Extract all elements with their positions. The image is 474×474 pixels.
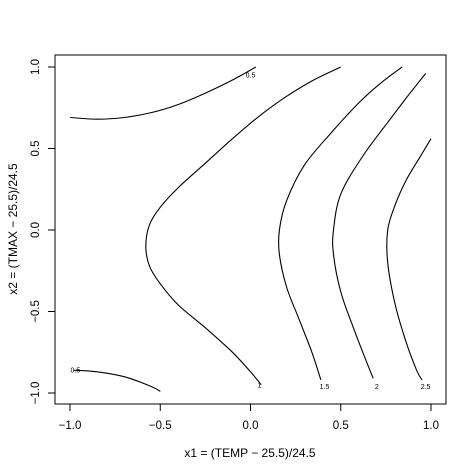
contour-label: 0.5	[71, 368, 81, 375]
contour-line-1	[145, 66, 342, 386]
x-tick-label: −1.0	[59, 420, 82, 432]
contour-label: 1.5	[320, 384, 330, 391]
y-axis-title: x2 = (TMAX − 25.5)/24.5	[6, 163, 20, 295]
x-tick-label: 0.5	[333, 420, 349, 432]
contour-labels: 0.5 0.5 1 1.5 2 2.5	[71, 73, 431, 391]
contour-label: 1	[258, 382, 262, 389]
y-tick-label: −0.5	[30, 300, 42, 323]
x-axis-title: x1 = (TEMP − 25.5)/24.5	[184, 446, 316, 460]
y-tick-label: −1.0	[30, 382, 42, 405]
y-axis: −1.0 −0.5 0.0 0.5 1.0	[30, 59, 56, 405]
contour-line-1-5	[277, 66, 403, 381]
y-tick-label: 1.0	[30, 59, 42, 75]
x-tick-label: −0.5	[149, 420, 172, 432]
contour-line-2-5	[386, 138, 432, 381]
x-axis: −1.0 −0.5 0.0 0.5 1.0	[59, 403, 439, 432]
contour-label: 0.5	[246, 73, 256, 80]
y-tick-label: 0.5	[30, 141, 42, 157]
contour-line-2	[332, 73, 427, 379]
contour-line-0-5	[73, 369, 161, 392]
x-tick-label: 1.0	[423, 420, 439, 432]
contour-label: 2	[375, 384, 379, 391]
y-tick-label: 0.0	[30, 222, 42, 238]
contour-label: 2.5	[421, 384, 431, 391]
contour-lines	[69, 66, 432, 392]
contour-line-0-5	[69, 66, 257, 120]
x-tick-label: 0.0	[243, 420, 259, 432]
